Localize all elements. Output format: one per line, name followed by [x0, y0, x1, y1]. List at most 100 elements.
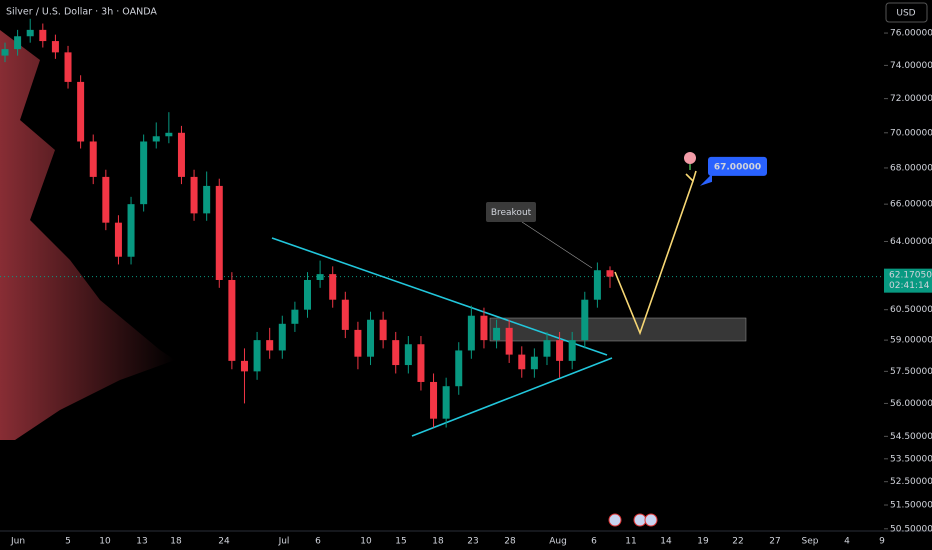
- price-tick-label: 70.00000: [890, 128, 932, 138]
- countdown-label: 02:41:14: [889, 281, 930, 291]
- candle-body: [556, 340, 564, 361]
- candle-body: [64, 52, 72, 82]
- candle-body: [89, 141, 97, 177]
- time-tick-label: 22: [732, 537, 743, 547]
- candle-body: [467, 315, 475, 351]
- candle-body: [404, 344, 412, 366]
- time-tick-label: Jun: [10, 537, 25, 547]
- candle-body: [203, 185, 211, 214]
- candle-body: [190, 176, 198, 214]
- candle-body: [39, 29, 47, 42]
- candle-body: [430, 381, 438, 419]
- price-tick-label: 74.00000: [890, 61, 932, 71]
- candle-body: [165, 132, 173, 137]
- price-tick-label: 60.50000: [890, 305, 932, 315]
- current-price-box: [884, 268, 932, 293]
- candle-body: [392, 340, 400, 366]
- target-label: 67.00000: [714, 162, 761, 172]
- candle-body: [1, 49, 9, 56]
- time-tick-label: 6: [591, 537, 597, 547]
- candle-body: [14, 36, 22, 50]
- time-tick-label: 19: [697, 537, 709, 547]
- candle-body: [266, 340, 274, 351]
- candle-body: [240, 360, 248, 372]
- projection-arrow: [685, 170, 697, 183]
- event-icon[interactable]: [608, 513, 622, 527]
- candle-body: [530, 356, 538, 370]
- projection-path: [614, 180, 694, 336]
- price-tick-label: 66.00000: [890, 200, 932, 210]
- triangle-upper: [271, 237, 608, 356]
- time-tick-label: 28: [504, 537, 516, 547]
- candle-body: [228, 279, 236, 361]
- candle-body: [114, 222, 122, 257]
- candle-body: [442, 386, 450, 419]
- candle-body: [354, 329, 362, 357]
- symbol-title: Silver / U.S. Dollar · 3h · OANDA: [6, 7, 157, 18]
- candle-body: [417, 344, 425, 382]
- price-tick-label: 50.50000: [890, 524, 932, 534]
- price-tick-label: 53.50000: [890, 454, 932, 464]
- time-tick-label: 9: [879, 537, 885, 547]
- candle-body: [152, 136, 160, 142]
- time-tick-label: 18: [170, 537, 182, 547]
- candle-body: [304, 279, 311, 310]
- breakout-label: Breakout: [491, 208, 532, 218]
- breakout-box: [486, 202, 536, 222]
- currency-button[interactable]: [885, 2, 928, 23]
- time-tick-label: 23: [467, 537, 478, 547]
- candle-body: [455, 350, 463, 387]
- price-tick-label: 54.50000: [890, 432, 932, 442]
- time-tick-label: Aug: [549, 537, 567, 547]
- time-tick-label: 18: [432, 537, 444, 547]
- candle-body: [177, 132, 185, 177]
- candle-body: [543, 340, 551, 357]
- candle-body: [593, 270, 601, 300]
- target-pointer: [700, 173, 712, 186]
- time-tick-label: 27: [769, 537, 780, 547]
- time-tick-label: 15: [395, 537, 406, 547]
- candle-body: [505, 327, 513, 355]
- candle-body: [26, 29, 34, 37]
- demand-zone: [489, 317, 747, 342]
- candle-body: [140, 141, 148, 205]
- candle-body: [493, 327, 501, 341]
- price-tick-label: 68.00000: [890, 163, 932, 173]
- price-tick-label: 72.00000: [890, 94, 932, 104]
- candle-body: [367, 319, 375, 357]
- candle-body: [341, 299, 349, 330]
- time-tick-label: Jul: [278, 537, 290, 547]
- time-tick-label: 5: [65, 537, 71, 547]
- candle-body: [102, 176, 110, 223]
- currency-label[interactable]: USD: [896, 9, 915, 19]
- event-icon[interactable]: [644, 513, 658, 527]
- price-tick-label: 52.50000: [890, 477, 932, 487]
- candle-body: [278, 323, 286, 351]
- event-icon[interactable]: [633, 513, 647, 527]
- price-tick-label: 51.50000: [890, 501, 932, 511]
- candle-body: [379, 319, 387, 341]
- candle-body: [215, 185, 223, 280]
- candle-body: [606, 270, 614, 277]
- candle-body: [77, 81, 85, 142]
- candle-body: [316, 274, 324, 280]
- price-tick-label: 56.00000: [890, 399, 932, 409]
- price-tick-label: 76.00000: [890, 29, 932, 39]
- price-tick-label: 64.00000: [890, 237, 932, 247]
- tulip-icon: [684, 152, 696, 164]
- candle-body: [127, 204, 135, 257]
- time-tick-label: 13: [136, 537, 147, 547]
- time-tick-label: 24: [218, 537, 230, 547]
- time-tick-label: 6: [315, 537, 321, 547]
- price-tick-label: 57.50000: [890, 367, 932, 377]
- candle-body: [253, 340, 261, 372]
- time-tick-label: 10: [99, 537, 111, 547]
- target-box: [708, 156, 767, 176]
- candle-body: [568, 340, 576, 361]
- time-tick-label: 10: [360, 537, 372, 547]
- candle-body: [291, 309, 299, 324]
- breakout-pointer: [521, 221, 593, 269]
- volume-profile: [0, 30, 175, 440]
